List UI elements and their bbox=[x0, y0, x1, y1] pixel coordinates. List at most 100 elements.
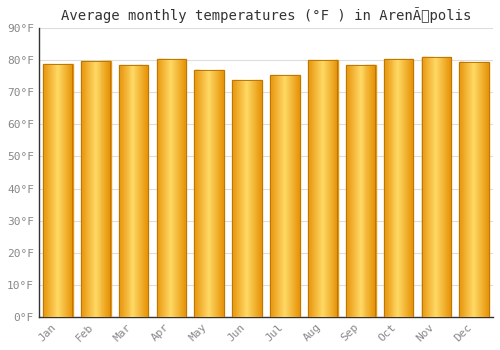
Bar bbox=[183, 59, 184, 317]
Bar bbox=[46, 63, 47, 317]
Bar bbox=[200, 70, 202, 317]
Bar bbox=[470, 62, 472, 317]
Bar bbox=[198, 70, 200, 317]
Bar bbox=[462, 62, 464, 317]
Bar bbox=[402, 59, 404, 317]
Bar bbox=[434, 57, 436, 317]
Bar bbox=[481, 62, 482, 317]
Bar bbox=[138, 65, 140, 317]
Bar bbox=[310, 60, 311, 317]
Bar bbox=[238, 79, 240, 317]
Bar bbox=[62, 63, 64, 317]
Bar bbox=[484, 62, 485, 317]
Bar bbox=[214, 70, 215, 317]
Bar bbox=[147, 65, 148, 317]
Bar bbox=[480, 62, 481, 317]
Bar bbox=[194, 70, 196, 317]
Bar bbox=[445, 57, 446, 317]
Bar bbox=[386, 59, 388, 317]
Bar bbox=[294, 75, 295, 317]
Bar bbox=[443, 57, 444, 317]
Bar bbox=[96, 61, 98, 317]
Bar bbox=[356, 65, 357, 317]
Bar bbox=[394, 59, 396, 317]
Bar bbox=[81, 61, 82, 317]
Bar bbox=[408, 59, 410, 317]
Bar bbox=[177, 59, 178, 317]
Bar bbox=[424, 57, 426, 317]
Bar bbox=[215, 70, 216, 317]
Bar bbox=[56, 63, 57, 317]
Bar bbox=[284, 75, 285, 317]
Bar bbox=[253, 79, 254, 317]
Bar bbox=[366, 65, 368, 317]
Bar bbox=[55, 63, 56, 317]
Bar bbox=[440, 57, 442, 317]
Bar bbox=[203, 70, 204, 317]
Bar bbox=[308, 60, 338, 317]
Bar bbox=[242, 79, 244, 317]
Bar bbox=[240, 79, 242, 317]
Bar bbox=[432, 57, 434, 317]
Bar bbox=[471, 62, 472, 317]
Bar bbox=[251, 79, 252, 317]
Bar bbox=[83, 61, 84, 317]
Bar bbox=[126, 65, 128, 317]
Bar bbox=[120, 65, 121, 317]
Bar bbox=[85, 61, 86, 317]
Bar bbox=[232, 79, 234, 317]
Bar bbox=[146, 65, 148, 317]
Bar bbox=[243, 79, 244, 317]
Bar bbox=[358, 65, 359, 317]
Title: Average monthly temperatures (°F ) in ArenÃpolis: Average monthly temperatures (°F ) in Ar… bbox=[60, 7, 471, 23]
Bar bbox=[448, 57, 450, 317]
Bar bbox=[472, 62, 474, 317]
Bar bbox=[287, 75, 288, 317]
Bar bbox=[60, 63, 62, 317]
Bar bbox=[184, 59, 186, 317]
Bar bbox=[88, 61, 90, 317]
Bar bbox=[428, 57, 430, 317]
Bar bbox=[488, 62, 489, 317]
Bar bbox=[292, 75, 293, 317]
Bar bbox=[81, 61, 110, 317]
Bar bbox=[100, 61, 102, 317]
Bar bbox=[476, 62, 478, 317]
Bar bbox=[364, 65, 366, 317]
Bar bbox=[206, 70, 208, 317]
Bar bbox=[422, 57, 451, 317]
Bar bbox=[47, 63, 48, 317]
Bar bbox=[179, 59, 180, 317]
Bar bbox=[170, 59, 172, 317]
Bar bbox=[276, 75, 277, 317]
Bar bbox=[160, 59, 162, 317]
Bar bbox=[261, 79, 262, 317]
Bar bbox=[289, 75, 290, 317]
Bar bbox=[66, 63, 67, 317]
Bar bbox=[466, 62, 468, 317]
Bar bbox=[326, 60, 328, 317]
Bar bbox=[285, 75, 286, 317]
Bar bbox=[319, 60, 320, 317]
Bar bbox=[360, 65, 361, 317]
Bar bbox=[326, 60, 327, 317]
Bar bbox=[180, 59, 182, 317]
Bar bbox=[250, 79, 251, 317]
Bar bbox=[392, 59, 394, 317]
Bar bbox=[370, 65, 372, 317]
Bar bbox=[274, 75, 275, 317]
Bar bbox=[258, 79, 259, 317]
Bar bbox=[235, 79, 236, 317]
Bar bbox=[255, 79, 256, 317]
Bar bbox=[324, 60, 325, 317]
Bar bbox=[174, 59, 176, 317]
Bar bbox=[209, 70, 210, 317]
Bar bbox=[322, 60, 323, 317]
Bar bbox=[43, 63, 72, 317]
Bar bbox=[247, 79, 248, 317]
Bar bbox=[168, 59, 170, 317]
Bar bbox=[426, 57, 428, 317]
Bar bbox=[412, 59, 414, 317]
Bar bbox=[205, 70, 206, 317]
Bar bbox=[122, 65, 124, 317]
